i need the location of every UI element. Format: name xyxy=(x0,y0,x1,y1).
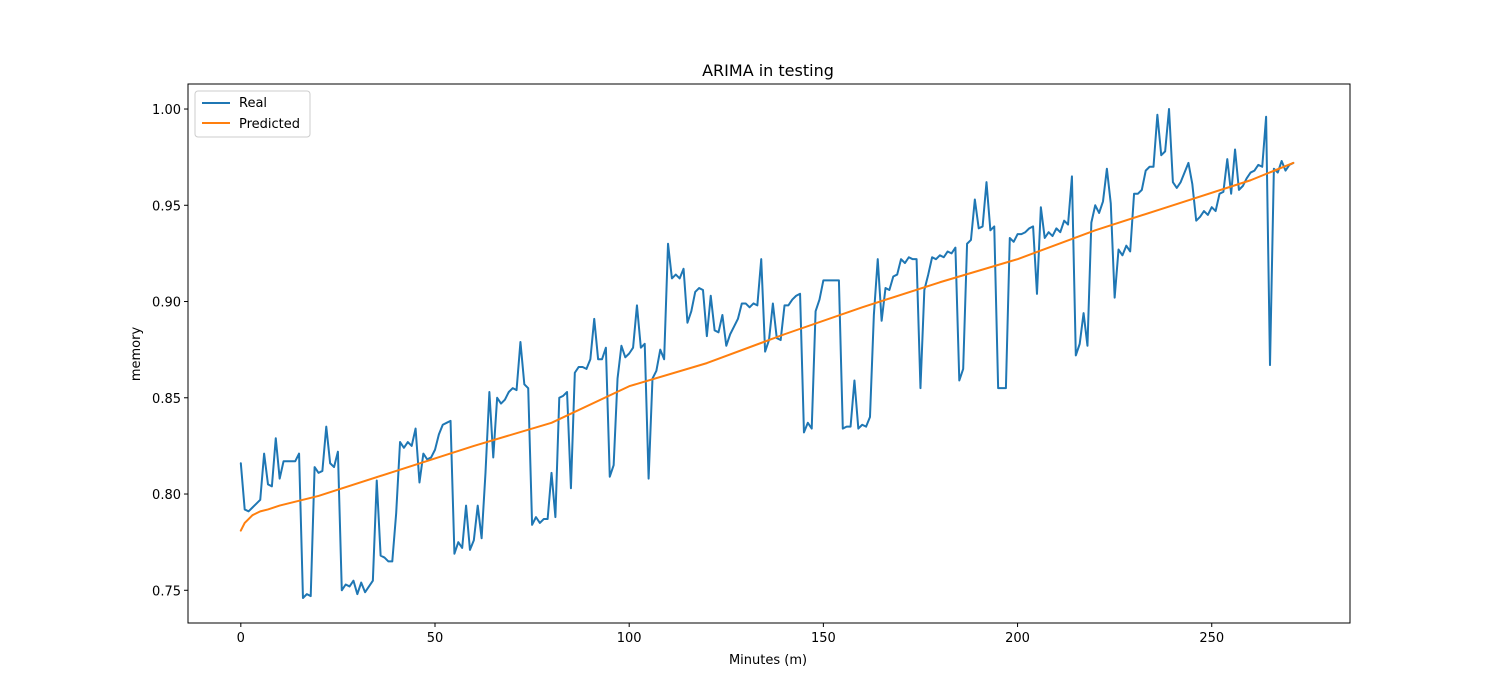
chart-title: ARIMA in testing xyxy=(702,61,834,80)
y-tick-label: 0.80 xyxy=(152,488,181,503)
series-line-real xyxy=(239,108,1295,599)
legend-label-predicted: Predicted xyxy=(239,117,300,132)
legend-label-real: Real xyxy=(239,96,267,111)
x-tick-label: 100 xyxy=(617,631,642,646)
y-axis-ticks: 0.75 0.80 0.85 0.90 0.95 1.00 xyxy=(152,103,188,599)
y-tick-label: 0.85 xyxy=(152,392,181,407)
series-layer xyxy=(239,108,1295,599)
plot-area xyxy=(187,83,1351,624)
y-tick-label: 1.00 xyxy=(152,103,181,118)
y-axis-label: memory xyxy=(129,327,144,382)
y-tick-label: 0.90 xyxy=(152,296,181,311)
series-line-predicted xyxy=(239,161,1295,532)
y-tick-label: 0.95 xyxy=(152,199,181,214)
x-tick-label: 50 xyxy=(427,631,444,646)
y-tick-label: 0.75 xyxy=(152,584,181,599)
x-axis-label: Minutes (m) xyxy=(729,653,807,668)
x-tick-label: 0 xyxy=(237,631,245,646)
x-axis-ticks: 0 50 100 150 200 250 xyxy=(237,623,1224,646)
x-tick-label: 200 xyxy=(1005,631,1030,646)
x-tick-label: 250 xyxy=(1199,631,1224,646)
x-tick-label: 150 xyxy=(811,631,836,646)
axes-frame xyxy=(187,83,1351,624)
legend: Real Predicted xyxy=(194,90,311,138)
